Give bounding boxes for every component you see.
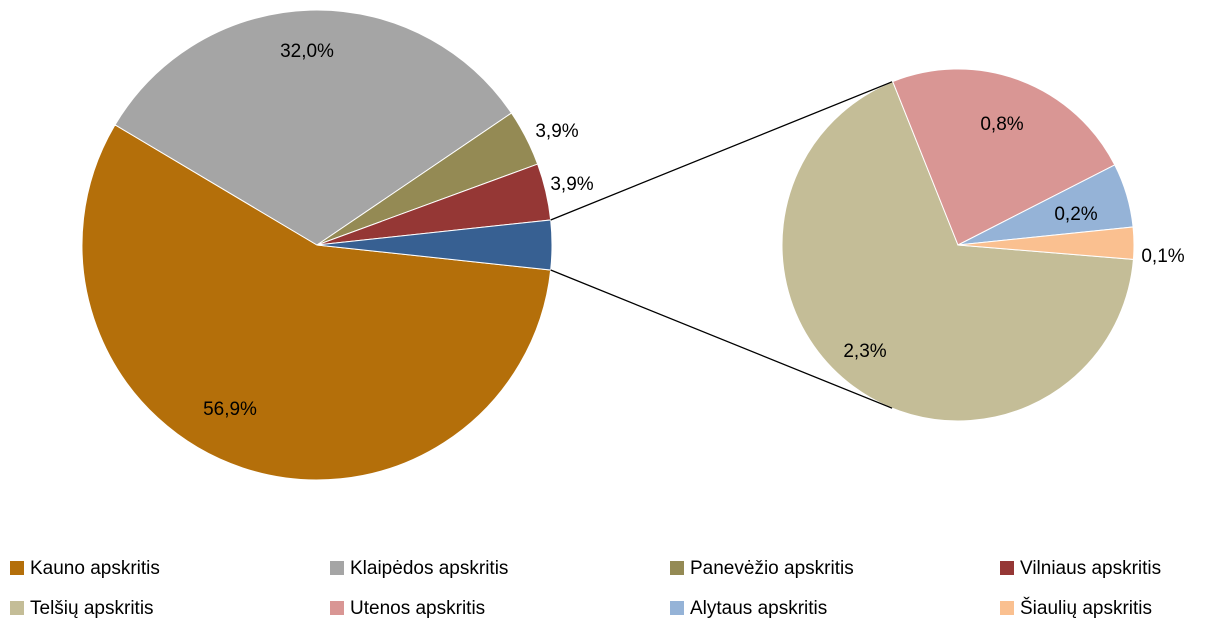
legend-swatch [10,561,24,575]
legend-swatch [330,561,344,575]
pie-slice [892,68,1116,246]
legend-label: Kauno apskritis [30,558,160,579]
legend-swatch [330,601,344,615]
legend-label: Vilniaus apskritis [1020,558,1161,579]
data-label: 0,1% [1141,246,1184,267]
pie-slice [81,124,552,481]
legend-swatch [10,601,24,615]
legend-swatch [670,561,684,575]
legend-label: Šiaulių apskritis [1020,597,1152,619]
data-label: 0,2% [1054,204,1097,225]
data-label: 3,9% [550,174,593,195]
data-label: 56,9% [203,399,257,420]
pie-slice [957,226,1135,260]
data-label: 2,3% [843,341,886,362]
legend-label: Klaipėdos apskritis [350,558,508,579]
pie-slice [114,9,513,246]
data-label: 3,9% [535,121,578,142]
data-label: 0,8% [980,114,1023,135]
legend-swatch [1000,561,1014,575]
legend-label: Utenos apskritis [350,598,485,619]
connector-line [550,269,893,409]
legend-label: Panevėžio apskritis [690,558,854,579]
connector-line [550,81,893,221]
legend-label: Telšių apskritis [30,598,154,619]
pie-slice-other [316,219,553,271]
legend-swatch [670,601,684,615]
legend-swatch [1000,601,1014,615]
legend-label: Alytaus apskritis [690,598,827,619]
pie-slice [781,80,1134,422]
data-label: 32,0% [280,41,334,62]
